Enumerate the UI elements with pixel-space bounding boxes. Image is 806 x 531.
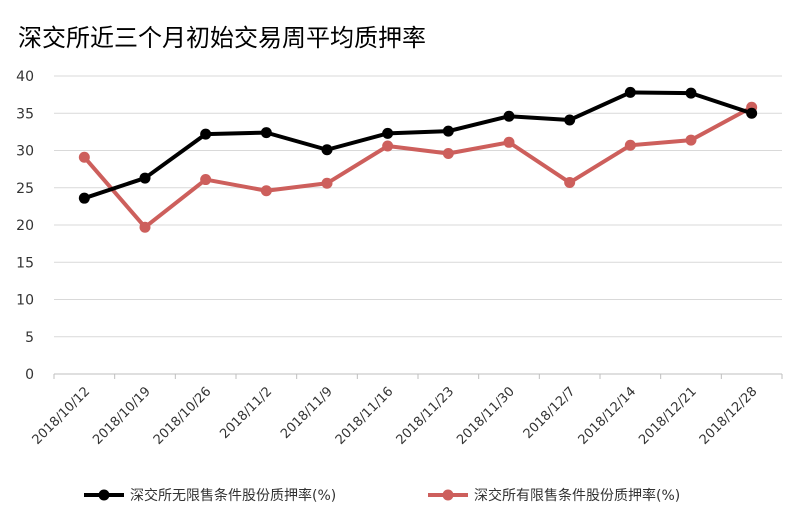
data-point [382, 140, 394, 152]
data-point [200, 174, 212, 186]
chart-title: 深交所近三个月初始交易周平均质押率 [18, 24, 426, 52]
data-point [139, 221, 151, 233]
legend-marker [442, 489, 454, 501]
y-tick-label: 15 [16, 255, 34, 271]
data-point [260, 185, 272, 197]
y-tick-label: 40 [16, 69, 34, 85]
data-point [321, 177, 333, 189]
data-point [624, 139, 636, 151]
x-tick-label: 2018/12/14 [576, 384, 640, 448]
data-point [139, 172, 151, 184]
legend-label: 深交所有限售条件股份质押率(%) [474, 487, 680, 504]
y-tick-label: 5 [25, 330, 34, 346]
y-tick-label: 20 [16, 218, 34, 234]
y-tick-label: 10 [16, 293, 34, 309]
x-tick-label: 2018/10/19 [90, 384, 154, 448]
series-line [83, 90, 753, 201]
data-point [685, 134, 697, 146]
data-point [624, 86, 636, 98]
data-point [78, 192, 90, 204]
x-tick-label: 2018/10/12 [30, 384, 94, 448]
y-tick-label: 30 [16, 144, 34, 160]
x-tick-label: 2018/10/26 [151, 384, 215, 448]
data-point [260, 127, 272, 139]
legend-marker [98, 489, 110, 501]
x-tick-label: 2018/12/28 [697, 384, 761, 448]
data-point [442, 125, 454, 137]
x-tick-label: 2018/12/7 [521, 384, 579, 442]
x-tick-label: 2018/11/9 [278, 384, 336, 442]
data-point [564, 177, 576, 189]
data-point [685, 87, 697, 99]
y-tick-label: 35 [16, 106, 34, 122]
x-tick-label: 2018/11/30 [454, 384, 518, 448]
data-point [78, 151, 90, 163]
x-tick-label: 2018/11/16 [333, 384, 397, 448]
series-line [82, 105, 753, 230]
y-tick-label: 0 [25, 367, 34, 383]
x-tick-label: 2018/12/21 [636, 384, 700, 448]
data-point [503, 136, 515, 148]
x-tick-label: 2018/11/23 [394, 384, 458, 448]
data-point [564, 114, 576, 126]
data-point [200, 128, 212, 140]
data-point [321, 144, 333, 156]
x-tick-label: 2018/11/2 [217, 384, 275, 442]
y-tick-label: 25 [16, 181, 34, 197]
data-point [442, 147, 454, 159]
data-point [503, 110, 515, 122]
data-point [746, 107, 758, 119]
legend-label: 深交所无限售条件股份质押率(%) [130, 487, 336, 504]
data-point [382, 127, 394, 139]
